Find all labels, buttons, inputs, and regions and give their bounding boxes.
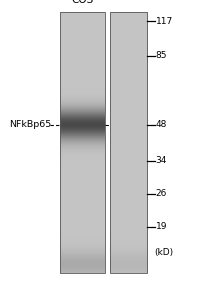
Text: 26: 26 xyxy=(155,189,166,198)
Text: 85: 85 xyxy=(155,51,166,60)
Bar xyxy=(60,12,104,273)
Text: (kD): (kD) xyxy=(153,248,172,256)
Bar xyxy=(109,12,146,273)
Text: 48: 48 xyxy=(155,120,166,129)
Text: NFkBp65: NFkBp65 xyxy=(9,120,51,129)
Text: COS: COS xyxy=(71,0,93,5)
Text: 19: 19 xyxy=(155,222,166,231)
Text: 34: 34 xyxy=(155,156,166,165)
Text: 117: 117 xyxy=(155,16,172,26)
